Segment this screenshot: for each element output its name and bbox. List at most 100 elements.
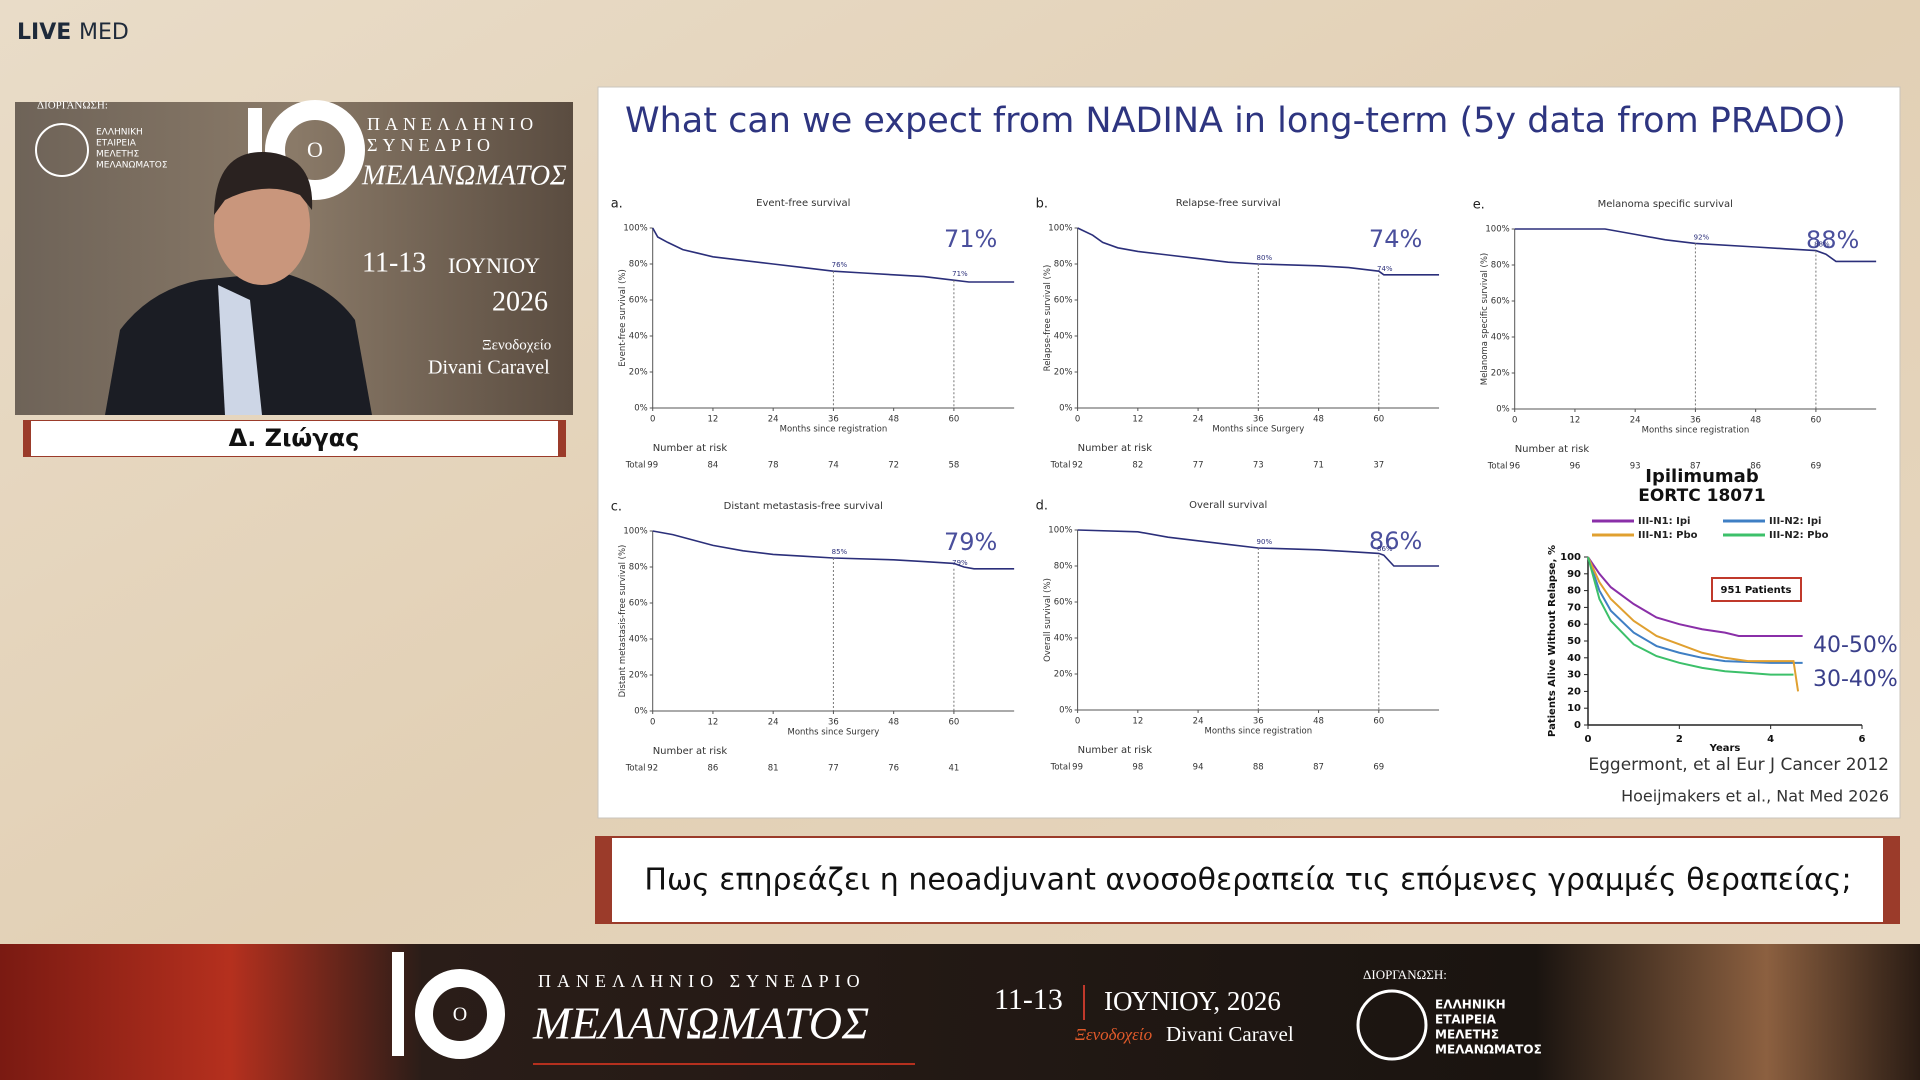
logo-bar <box>392 952 404 1056</box>
y-tick-label: 0% <box>1059 706 1073 716</box>
risk-label: Total <box>1050 763 1071 773</box>
panel-headline: 79% <box>944 528 997 556</box>
patients-label: 951 Patients <box>1720 585 1791 596</box>
y-tick-label: 40% <box>1491 333 1510 343</box>
y-tick-label: 20 <box>1567 686 1581 697</box>
point-label: 80% <box>1257 254 1273 262</box>
km-curve <box>1514 228 1877 263</box>
y-axis-label: Distant metastasis-free survival (%) <box>618 545 628 698</box>
km-panel: b. Relapse-free survival 74% 0% 20% 40% 60% 80%… <box>1036 197 1440 471</box>
x-tick-label: 12 <box>1132 415 1143 425</box>
y-tick-label: 100 <box>1560 552 1581 563</box>
backdrop-line: ΣΥΝΕΔΡΙΟ <box>367 135 495 155</box>
point-label: 92% <box>1694 233 1710 241</box>
y-tick-label: 80% <box>1491 261 1510 271</box>
brand-med: MED <box>79 20 129 45</box>
risk-label: Total <box>625 461 646 471</box>
at-risk-count: 81 <box>768 764 779 774</box>
y-tick-label: 20% <box>1491 369 1510 379</box>
x-tick-label: 12 <box>708 718 719 728</box>
x-tick-label: 36 <box>1253 415 1264 425</box>
y-tick-label: 80% <box>1054 260 1073 270</box>
x-tick-label: 48 <box>888 415 899 425</box>
y-tick-label: 40% <box>1054 634 1073 644</box>
footer-venue-label: Ξενοδοχείο <box>1075 1025 1152 1044</box>
risk-title: Number at risk <box>653 746 728 757</box>
society-line: ΜΕΛΑΝΩΜΑΤΟΣ <box>96 161 168 171</box>
km-curve <box>652 530 1015 570</box>
series-line <box>1587 556 1800 692</box>
x-tick-label: 60 <box>1810 416 1821 426</box>
logo-letter: Ο <box>453 1004 467 1026</box>
at-risk-count: 98 <box>1132 763 1143 773</box>
x-tick-label: 24 <box>1193 717 1204 727</box>
x-axis-label: Months since registration <box>1205 727 1313 737</box>
y-tick-label: 100% <box>623 224 647 234</box>
footer-line: ΠΑΝΕΛΛΗΝΙΟ ΣΥΝΕΔΡΙΟ <box>538 971 866 991</box>
panel-letter: a. <box>611 197 623 212</box>
y-tick-label: 40% <box>629 635 648 645</box>
x-tick-label: 2 <box>1676 734 1683 745</box>
y-tick-label: 20% <box>1054 670 1073 680</box>
at-risk-count: 94 <box>1193 763 1204 773</box>
legend-label: III-N1: Ipi <box>1638 516 1690 527</box>
at-risk-count: 99 <box>647 461 658 471</box>
x-tick-label: 60 <box>1373 415 1384 425</box>
x-tick-label: 60 <box>948 415 959 425</box>
footer-background <box>0 944 1920 1080</box>
x-tick-label: 36 <box>1690 416 1701 426</box>
x-tick-label: 4 <box>1767 734 1774 745</box>
x-tick-label: 0 <box>1075 717 1080 727</box>
x-tick-label: 60 <box>1373 717 1384 727</box>
caption-fill <box>612 838 1883 922</box>
brand-live: LIVE <box>17 20 71 45</box>
x-tick-label: 24 <box>1630 416 1641 426</box>
organizer: ΔΙΟΡΓΑΝΩΣΗ: <box>37 100 108 112</box>
at-risk-count: 88 <box>1253 763 1264 773</box>
y-tick-label: 40% <box>1054 332 1073 342</box>
risk-title: Number at risk <box>1515 444 1590 455</box>
x-axis-label: Months since Surgery <box>1212 425 1304 435</box>
at-risk-count: 86 <box>708 764 719 774</box>
y-axis-label: Event-free survival (%) <box>618 269 628 367</box>
point-label: 86% <box>1377 545 1393 553</box>
y-tick-label: 0% <box>1496 405 1510 415</box>
km-curve <box>1077 227 1440 276</box>
point-label: 76% <box>832 261 848 269</box>
speaker-shirt <box>218 285 262 415</box>
risk-label: Total <box>625 764 646 774</box>
y-tick-label: 20% <box>1054 368 1073 378</box>
footer-venue: Divani Caravel <box>1166 1022 1294 1046</box>
point-label: 79% <box>952 559 968 567</box>
at-risk-count: 82 <box>1132 461 1143 471</box>
backdrop-year: 2026 <box>492 286 548 317</box>
x-axis-label: Months since registration <box>780 425 888 435</box>
y-tick-label: 20% <box>629 368 648 378</box>
at-risk-count: 73 <box>1253 461 1264 471</box>
at-risk-count: 76 <box>888 764 899 774</box>
backdrop-dates: 11-13 <box>362 247 426 278</box>
x-tick-label: 24 <box>768 415 779 425</box>
risk-title: Number at risk <box>653 443 728 454</box>
y-tick-label: 20% <box>629 671 648 681</box>
panel-headline: 86% <box>1369 527 1422 555</box>
at-risk-count: 78 <box>768 461 779 471</box>
at-risk-count: 84 <box>708 461 719 471</box>
logo-ring <box>415 969 505 1059</box>
backdrop-line: ΠΑΝΕΛΛΗΝΙΟ <box>367 114 538 134</box>
y-tick-label: 100% <box>1048 224 1072 234</box>
y-tick-label: 80% <box>1054 562 1073 572</box>
y-tick-label: 60% <box>629 296 648 306</box>
chart-subtitle: EORTC 18071 <box>1638 486 1766 506</box>
at-risk-count: 96 <box>1570 462 1581 472</box>
y-tick-label: 30 <box>1567 670 1581 681</box>
x-tick-label: 12 <box>1570 416 1581 426</box>
x-tick-label: 0 <box>650 718 655 728</box>
x-tick-label: 0 <box>650 415 655 425</box>
risk-label: Total <box>1487 462 1508 472</box>
km-panel: e. Melanoma specific survival 88% 0% 20% 40% 6… <box>1473 198 1877 472</box>
risk-label: Total <box>1050 461 1071 471</box>
panel-title: Overall survival <box>1189 500 1267 511</box>
point-label: 74% <box>1377 265 1393 273</box>
